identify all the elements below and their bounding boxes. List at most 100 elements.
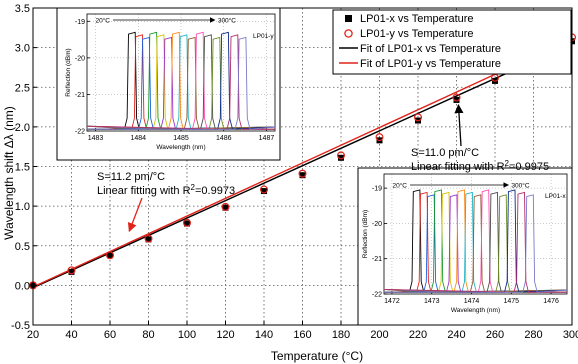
inset-lp01-y-spectrum-11 (87, 34, 276, 130)
legend-frame (332, 9, 572, 75)
annotation-x-arrow (454, 104, 464, 147)
inset-lp01-y-spectrum-14 (86, 34, 275, 130)
data-point-lp01-y (375, 133, 384, 142)
y-tick-label: 2.0 (15, 122, 30, 134)
inset-lp01-y-x-tick-label: 1484 (130, 135, 146, 142)
x-tick-label: 160 (293, 329, 311, 341)
inset-lp01-x-spectrum-8 (383, 191, 567, 293)
inset-lp01-x-x-tick-label: 1472 (384, 298, 400, 305)
inset-lp01-y-spectrum-8 (86, 34, 275, 130)
data-point-lp01-y (221, 202, 230, 211)
x-tick-label: 200 (370, 329, 388, 341)
y-tick-label: -0.5 (11, 320, 30, 332)
inset-lp01-y-range-end: 300°C (218, 17, 236, 25)
inset-lp01-y-y-tick-label: -20 (75, 55, 85, 62)
fit-lines (32, 38, 573, 289)
x-tick-label: 300 (563, 329, 578, 341)
data-point-lp01-x (68, 268, 75, 275)
y-tick-label: 0.0 (15, 280, 30, 292)
inset-lp01-x-x-tick-label: 1476 (543, 298, 559, 305)
data-point-lp01-x (107, 252, 113, 259)
fit-line-lp01-y (32, 38, 573, 288)
annotation-lp01-y-fit: S=11.2 pm/°C Linear fitting with R2=0.99… (97, 171, 235, 233)
y-tick-label: 2.5 (15, 82, 30, 94)
fit-line-lp01-x (32, 43, 573, 289)
annotation-x-sensitivity: S=11.0 pm/°C (411, 147, 479, 159)
annotation-y-sensitivity: S=11.2 pm/°C (97, 171, 165, 183)
x-tick-label: 40 (65, 329, 77, 341)
inset-lp01-x-axes-frame (383, 173, 568, 295)
inset-lp01-y-plot: 1483 1484 1485 1486 1487 -19 -20 -21 -22 20°C 300°… (65, 13, 276, 151)
y-tick-label: 1.0 (15, 201, 30, 213)
y-tick-label: 3.5 (15, 3, 30, 15)
data-point-lp01-x (453, 96, 460, 103)
y-tick-label: 1.5 (15, 162, 30, 174)
data-point-lp01-y (298, 169, 307, 178)
annotation-y-fit-sup: 2 (191, 183, 196, 192)
legend: LP01-x vs Temperature LP01-y vs Temperat… (332, 9, 572, 75)
legend-marker-lp01-y (344, 29, 353, 38)
x-tick-label: 60 (104, 329, 116, 341)
inset-lp01-x: 1472 1473 1474 1475 1476 -19 -20 -21 -22 20°C 300°… (357, 167, 573, 326)
y-tick-label: 3.0 (15, 43, 30, 55)
legend-label-lp01-y: LP01-y vs Temperature (360, 28, 474, 40)
inset-lp01-x-spectrum-7 (384, 189, 568, 293)
inset-lp01-y: 1483 1484 1485 1486 1487 -19 -20 -21 -22 20°C 300°… (56, 7, 281, 161)
x-tick-label: 140 (255, 329, 273, 341)
inset-lp01-y-mode-label: LP01-y (253, 33, 274, 40)
data-point-lp01-x (222, 204, 229, 211)
x-tick-label: 280 (524, 329, 542, 341)
inset-lp01-y-x-tick-label: 1486 (216, 135, 232, 142)
annotation-x-fit-prefix: Linear fitting with R (411, 161, 505, 173)
inset-lp01-x-spectrum-9 (384, 194, 568, 293)
inset-lp01-y-x-tick-label: 1487 (259, 135, 275, 142)
x-tick-label: 80 (142, 329, 154, 341)
inset-lp01-y-spectrum-13 (87, 31, 276, 130)
legend-label-lp01-x: LP01-x vs Temperature (360, 13, 474, 25)
inset-lp01-x-spectrum-12 (383, 194, 567, 293)
annotation-x-fit-value: =0.9975 (509, 161, 549, 173)
inset-lp01-y-frame (56, 7, 281, 161)
x-tick-label: 20 (27, 329, 39, 341)
inset-lp01-y-y-tick-label: -21 (75, 92, 85, 99)
y-axis-ticks: -0.5 0.0 0.5 1.0 1.5 2.0 2.5 3.0 3.5 (11, 3, 37, 332)
x-tick-label: 180 (332, 329, 350, 341)
inset-lp01-y-spectrum-10 (86, 31, 275, 130)
inset-lp01-y-x-tick-label: 1485 (173, 135, 189, 142)
y-axis-title: Wavelength shift Δλ (nm) (2, 106, 16, 240)
inset-lp01-y-x-tick-label: 1483 (88, 135, 104, 142)
data-point-lp01-x (299, 172, 306, 179)
inset-lp01-y-y-axis-title: Reflection (dBm) (65, 48, 72, 96)
x-tick-label: 240 (447, 329, 465, 341)
inset-lp01-x-spectrum-14 (383, 191, 567, 293)
annotation-y-fit-prefix: Linear fitting with R (97, 185, 191, 197)
data-point-lp01-x (184, 220, 190, 227)
data-point-lp01-y (67, 266, 76, 275)
inset-lp01-y-range-start: 20°C (95, 17, 110, 25)
data-point-lp01-x (261, 188, 267, 195)
legend-marker-lp01-x (345, 15, 352, 22)
data-point-lp01-x (145, 236, 152, 243)
inset-lp01-y-spectrum-12 (86, 36, 275, 130)
annotation-y-fit-value: =0.9973 (195, 185, 235, 197)
inset-lp01-x-x-tick-label: 1473 (424, 298, 440, 305)
data-point-lp01-y (105, 251, 114, 260)
data-point-lp01-x (338, 154, 344, 161)
legend-label-fit-y: Fit of LP01-y vs Temperature (360, 58, 501, 70)
data-point-lp01-y (183, 218, 192, 227)
annotation-y-arrow (127, 197, 143, 233)
annotation-lp01-x-fit: S=11.0 pm/°C Linear fitting with R2=0.99… (411, 104, 549, 173)
x-tick-label: 260 (486, 329, 504, 341)
data-point-lp01-y (144, 234, 153, 243)
inset-lp01-x-spectrum-13 (384, 189, 568, 293)
inset-lp01-y-spectrum-7 (87, 31, 276, 130)
inset-lp01-y-y-tick-label: -22 (75, 129, 85, 136)
inset-lp01-y-x-axis-title: Wavelength (nm) (156, 144, 205, 151)
legend-label-fit-x: Fit of LP01-x vs Temperature (360, 43, 501, 55)
inset-lp01-y-spectrum-15 (87, 36, 276, 130)
data-point-lp01-y (260, 185, 269, 194)
x-tick-label: 220 (409, 329, 427, 341)
inset-lp01-x-y-tick-label: -19 (372, 186, 382, 193)
